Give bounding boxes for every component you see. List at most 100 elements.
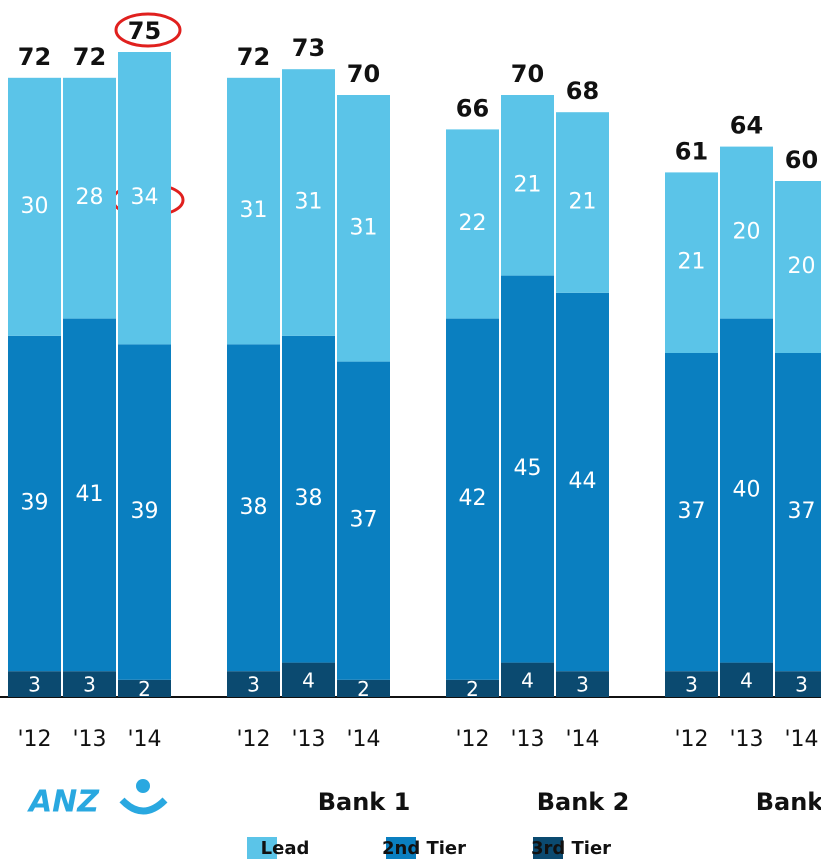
total-label: 66 [456,94,489,122]
value-label: 2 [138,677,151,701]
anz-logo [119,779,168,815]
value-label: 34 [131,185,159,210]
bar-segment [775,671,821,697]
bar-segment [446,679,499,697]
x-tick-label: '12 [455,727,489,752]
total-label: 72 [18,43,51,71]
legend-label: 2nd Tier [382,838,466,859]
value-label: 3 [28,673,41,697]
x-tick-label: '14 [565,727,599,752]
group-label: Bank 2 [537,788,630,816]
x-tick-label: '14 [784,727,818,752]
value-label: 20 [788,254,816,279]
bar-segment [63,671,116,697]
bar-segment [8,671,61,697]
bar-segment [775,181,821,353]
group-label: Bank 3 [756,788,821,816]
x-tick-label: '12 [236,727,270,752]
bar-segment [501,95,554,276]
group-label: ANZ [27,785,100,820]
logo-figure [136,779,150,793]
bar-segment [227,671,280,697]
bar-segment [446,318,499,680]
value-label: 21 [514,172,542,197]
value-label: 40 [733,478,761,503]
legend-swatch [533,837,563,859]
x-tick-label: '13 [729,727,763,752]
value-label: 21 [569,190,597,215]
value-label: 21 [678,250,706,275]
bar-segment [665,172,718,353]
value-label: 37 [350,508,378,533]
value-label: 42 [459,486,487,511]
value-label: 37 [678,499,706,524]
highlight-circle [114,12,182,48]
bar-segment [446,129,499,319]
bar-segment [8,335,61,672]
x-tick-label: '13 [291,727,325,752]
bar-segment [337,679,390,697]
bar-segment [337,361,390,680]
logo-figure [119,797,168,815]
legend-swatch [386,837,416,859]
bar-segment [282,662,335,697]
bar-segment [118,679,171,697]
bar-segment [665,671,718,697]
value-label: 3 [795,673,808,697]
bar-segment [556,292,609,672]
value-label: 39 [21,491,49,516]
total-label: 68 [566,77,599,105]
total-label: 75 [128,17,161,45]
bar-segment [556,671,609,697]
value-label: 2 [357,677,370,701]
legend-swatch [247,837,277,859]
value-label: 3 [83,673,96,697]
value-label: 39 [131,499,159,524]
x-tick-label: '13 [72,727,106,752]
bar-segment [282,69,335,336]
bar-segment [665,353,718,672]
value-label: 2 [466,677,479,701]
value-label: 4 [740,668,753,692]
bar-segment [8,77,61,336]
legend-label: Lead [261,838,310,859]
value-label: 28 [76,185,104,210]
value-label: 31 [350,215,378,240]
bar-segment [63,77,116,319]
bar-segment [501,275,554,663]
bar-segment [118,344,171,680]
value-label: 3 [247,673,260,697]
bar-segment [556,112,609,293]
total-label: 70 [511,60,544,88]
value-label: 31 [240,198,268,223]
value-label: 30 [21,194,49,219]
value-label: 22 [459,211,487,236]
total-label: 72 [237,43,270,71]
value-label: 45 [514,456,542,481]
total-label: 73 [292,34,325,62]
group-label: Bank 1 [318,788,411,816]
bar-segment [501,662,554,697]
bar-segment [282,335,335,663]
bar-segment [118,52,171,345]
x-tick-label: '14 [127,727,161,752]
value-label: 38 [240,495,268,520]
total-label: 70 [347,60,380,88]
value-label: 44 [569,469,597,494]
bar-segment [227,77,280,345]
bar-segment [720,146,773,319]
bar-segment [720,318,773,663]
x-tick-label: '14 [346,727,380,752]
legend-label: 3rd Tier [531,838,611,859]
bar-segment [337,95,390,362]
bar-segment [775,353,821,672]
x-tick-label: '13 [510,727,544,752]
total-label: 72 [73,43,106,71]
total-label: 60 [785,146,818,174]
value-label: 37 [788,499,816,524]
total-label: 61 [675,137,708,165]
value-label: 31 [295,190,323,215]
value-label: 4 [521,668,534,692]
value-label: 41 [76,482,104,507]
